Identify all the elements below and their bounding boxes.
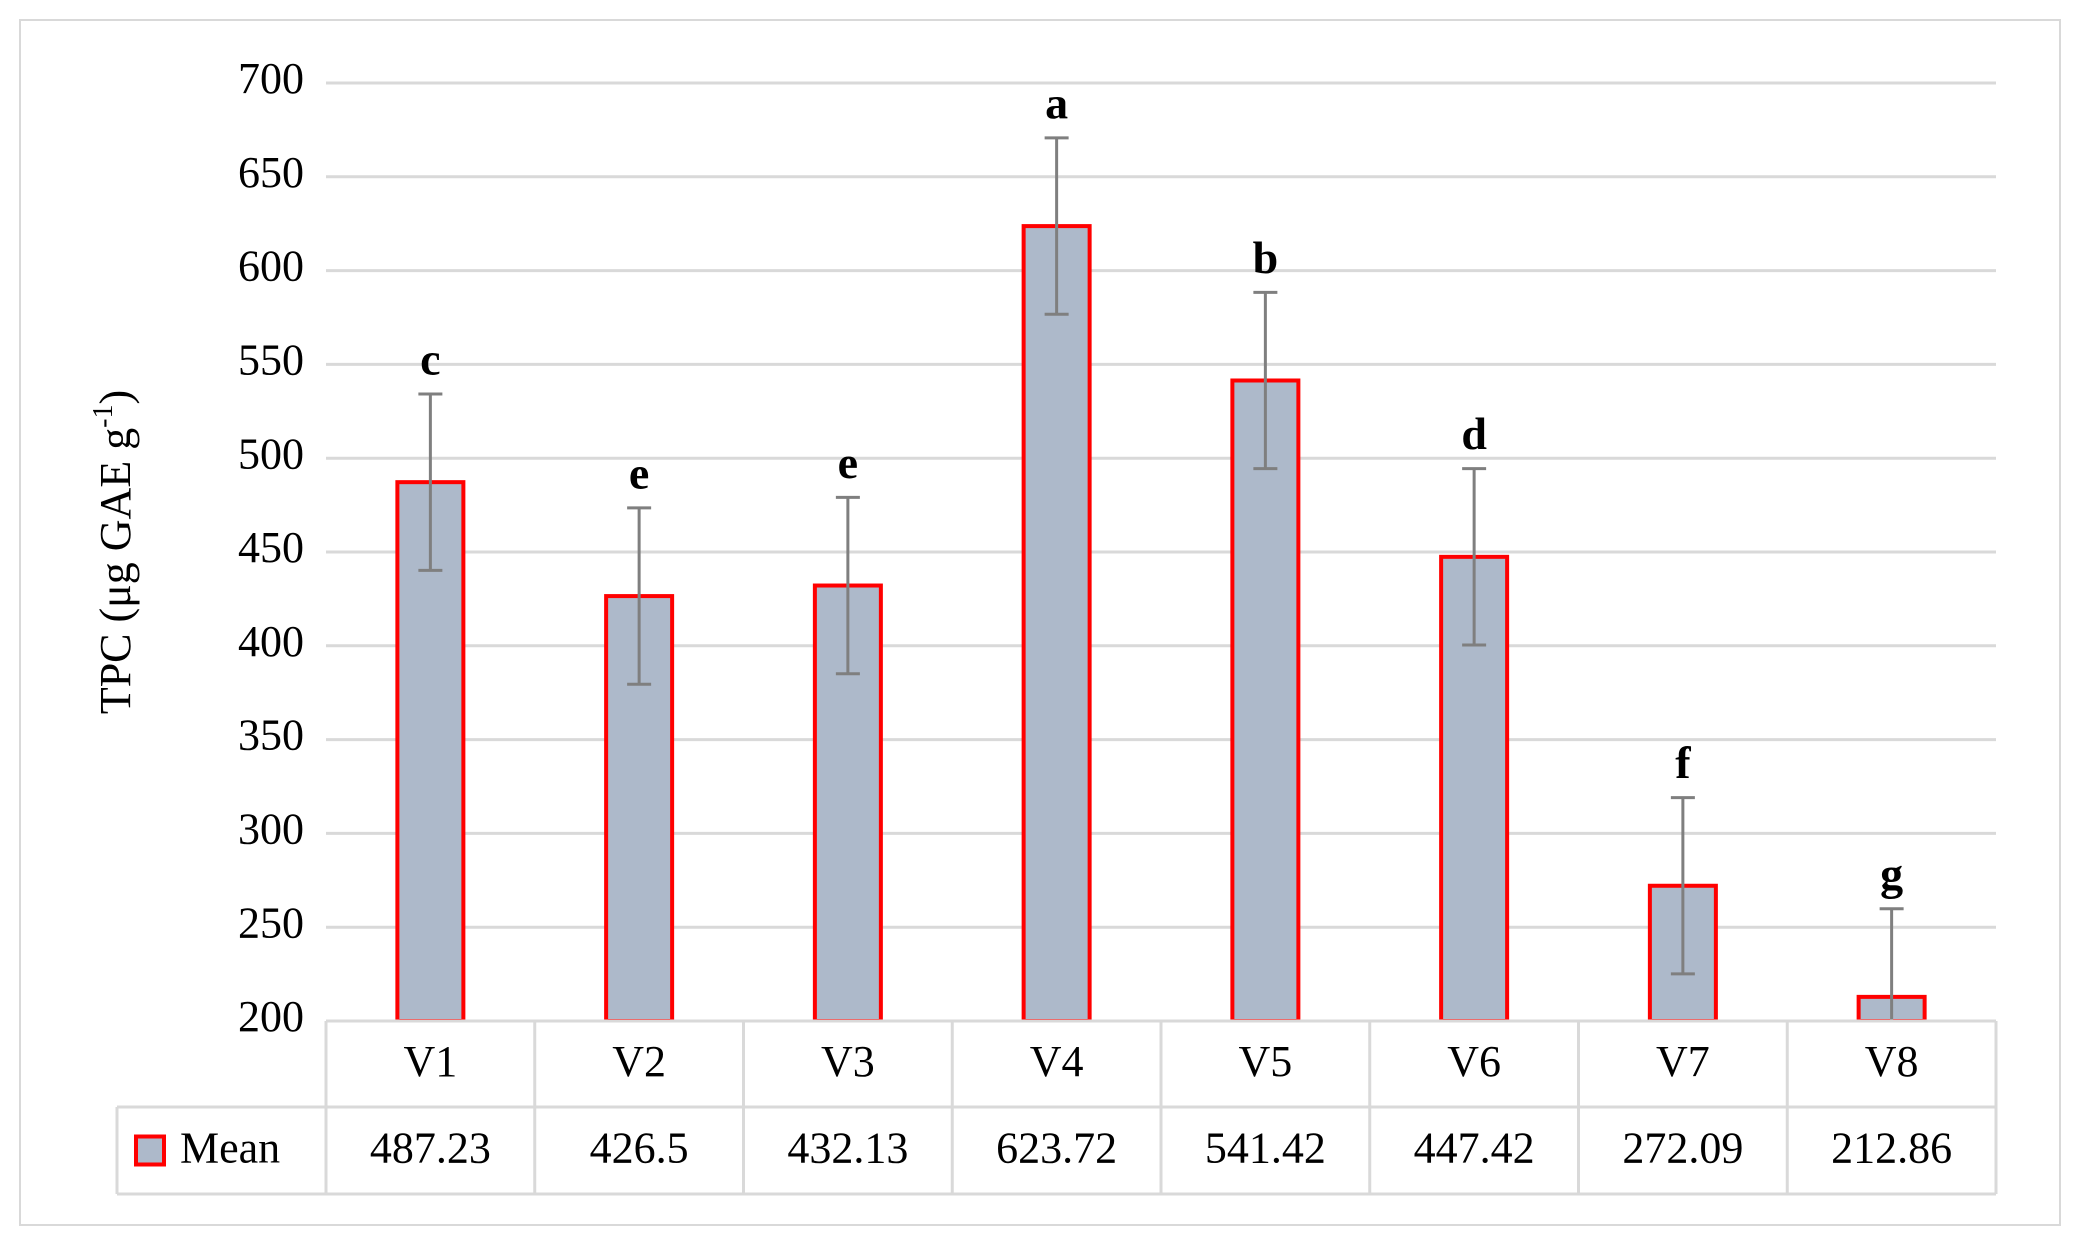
y-tick-label: 550 xyxy=(238,335,304,384)
error-bar xyxy=(1253,290,1278,471)
error-bar xyxy=(1044,136,1069,316)
significance-letter: c xyxy=(420,334,440,385)
table-value: 623.72 xyxy=(996,1124,1117,1173)
y-tick-label: 350 xyxy=(238,711,304,760)
y-tick-label: 300 xyxy=(238,804,304,853)
significance-letter: f xyxy=(1675,737,1691,788)
y-label-end: ) xyxy=(91,390,140,405)
y-tick-label: 600 xyxy=(238,242,304,291)
y-tick-label: 650 xyxy=(238,148,304,197)
x-tick-label: V3 xyxy=(821,1037,875,1086)
significance-letter: e xyxy=(629,447,649,498)
y-tick-label: 200 xyxy=(238,992,304,1041)
legend-marker xyxy=(134,1134,166,1167)
y-tick-label: 700 xyxy=(238,54,304,103)
x-tick-label: V6 xyxy=(1447,1037,1501,1086)
significance-letter: d xyxy=(1461,408,1487,459)
x-tick-label: V1 xyxy=(403,1037,457,1086)
table-value: 432.13 xyxy=(787,1124,908,1173)
table-value: 447.42 xyxy=(1414,1124,1535,1173)
significance-letter: g xyxy=(1880,848,1903,899)
table-value: 487.23 xyxy=(370,1124,491,1173)
table-value: 212.86 xyxy=(1831,1124,1952,1173)
y-label-main: TPC (μg GAE g xyxy=(91,428,140,714)
plot-area xyxy=(395,136,1927,1021)
table-value: 272.09 xyxy=(1622,1124,1743,1173)
significance-letter: e xyxy=(838,437,858,488)
y-axis-label: TPC (μg GAE g-1) xyxy=(88,390,140,714)
table-value: 541.42 xyxy=(1205,1124,1326,1173)
significance-letter: a xyxy=(1045,77,1068,128)
error-bar xyxy=(1879,907,1904,1021)
significance-letter: b xyxy=(1253,232,1279,283)
x-tick-label: V8 xyxy=(1865,1037,1919,1086)
table-value: 426.5 xyxy=(590,1124,689,1173)
y-tick-label: 500 xyxy=(238,429,304,478)
legend-label: Mean xyxy=(180,1124,280,1173)
error-bar xyxy=(1462,467,1487,647)
x-tick-label: V7 xyxy=(1656,1037,1710,1086)
bar xyxy=(1230,378,1301,1021)
y-tick-label: 250 xyxy=(238,898,304,947)
x-tick-label: V4 xyxy=(1030,1037,1084,1086)
error-bar xyxy=(1670,796,1695,976)
x-tick-label: V5 xyxy=(1238,1037,1292,1086)
error-bar xyxy=(835,495,860,676)
bar xyxy=(395,480,466,1021)
x-tick-label: V2 xyxy=(612,1037,666,1086)
error-bar xyxy=(418,392,443,572)
y-label-sup: -1 xyxy=(88,404,119,427)
y-tick-label: 450 xyxy=(238,523,304,572)
bar xyxy=(1021,224,1092,1021)
error-bar xyxy=(627,506,652,686)
y-tick-label: 400 xyxy=(238,617,304,666)
